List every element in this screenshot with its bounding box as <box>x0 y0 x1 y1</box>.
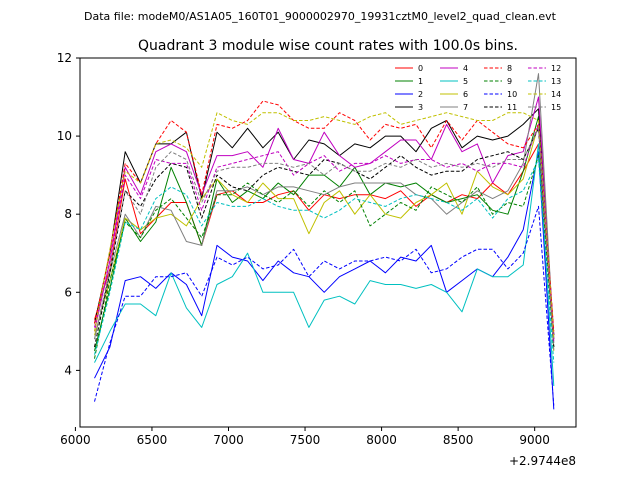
series-layer <box>94 73 555 410</box>
legend-label: 9 <box>507 77 512 86</box>
series-line-14 <box>94 112 555 340</box>
series-line-4 <box>94 96 555 340</box>
series-line-15 <box>94 127 555 351</box>
series-line-12 <box>94 123 555 344</box>
x-tick-label: 9000 <box>519 433 550 447</box>
legend-label: 5 <box>463 77 468 86</box>
x-axis: 6000 6500 7000 7500 8000 8500 9000 <box>60 427 550 447</box>
legend-label: 1 <box>418 77 423 86</box>
x-offset-label: +2.9744e8 <box>509 454 576 468</box>
legend-label: 15 <box>551 103 561 112</box>
legend-label: 3 <box>418 103 423 112</box>
series-line-5 <box>94 143 555 387</box>
legend-label: 7 <box>463 103 468 112</box>
legend-label: 10 <box>507 90 517 99</box>
legend-label: 4 <box>463 64 468 73</box>
chart-title: Quadrant 3 module wise count rates with … <box>138 38 518 54</box>
x-tick-label: 7500 <box>290 433 321 447</box>
legend-label: 6 <box>463 90 468 99</box>
legend-label: 8 <box>507 64 512 73</box>
legend-label: 13 <box>551 77 561 86</box>
legend-label: 14 <box>551 90 561 99</box>
legend-label: 11 <box>507 103 517 112</box>
series-line-9 <box>94 155 555 359</box>
x-tick-label: 8000 <box>366 433 397 447</box>
series-line-7 <box>94 73 555 344</box>
series-line-11 <box>94 127 555 348</box>
y-axis: 4 6 8 10 12 <box>57 51 80 377</box>
x-tick-label: 8500 <box>443 433 474 447</box>
x-tick-label: 7000 <box>213 433 244 447</box>
y-tick-label: 12 <box>57 51 72 65</box>
x-tick-label: 6000 <box>60 433 91 447</box>
plot-frame <box>79 57 577 428</box>
legend-label: 2 <box>418 90 423 99</box>
plot-area <box>80 58 576 427</box>
legend-label: 0 <box>418 64 423 73</box>
y-tick-label: 10 <box>57 129 72 143</box>
data-file-label: Data file: modeM0/AS1A05_160T01_90000029… <box>84 10 557 23</box>
legend-label: 12 <box>551 64 561 73</box>
series-line-1 <box>94 116 555 352</box>
y-tick-label: 4 <box>64 363 72 377</box>
y-tick-label: 6 <box>64 285 72 299</box>
x-tick-label: 6500 <box>137 433 168 447</box>
y-tick-label: 8 <box>64 207 72 221</box>
series-line-10 <box>94 205 555 406</box>
